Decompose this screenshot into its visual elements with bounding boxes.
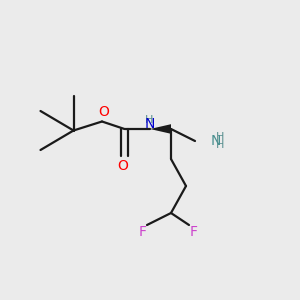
Text: H: H	[216, 131, 225, 142]
Text: O: O	[98, 106, 109, 119]
Text: F: F	[139, 225, 146, 238]
Text: H: H	[216, 140, 225, 151]
Text: N: N	[145, 118, 155, 131]
Text: F: F	[190, 225, 197, 238]
Polygon shape	[150, 124, 171, 134]
Text: H: H	[145, 115, 154, 125]
Text: N: N	[211, 134, 221, 148]
Text: O: O	[118, 159, 128, 172]
